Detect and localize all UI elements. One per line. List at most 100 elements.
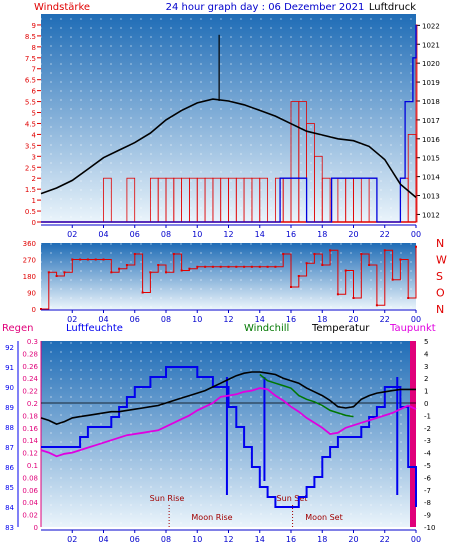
rain-tick-label: 0.22	[22, 388, 38, 396]
rain-tick-label: 0.04	[22, 499, 38, 507]
humidity-tick-label: 85	[5, 484, 14, 492]
legend-windchill: Windchill	[244, 323, 289, 334]
compass-label: N	[436, 237, 444, 250]
wind-direction-point	[71, 258, 74, 261]
wind-gust-series	[41, 24, 417, 223]
wind-direction-point	[133, 253, 136, 255]
wind-direction-point	[243, 265, 246, 268]
panel2-time-label: 06	[130, 315, 140, 324]
wind-direction-point	[204, 265, 207, 268]
panel2-time-label: 04	[98, 315, 108, 324]
compass-label: N	[436, 303, 444, 316]
temperature-tick-label: -10	[424, 524, 435, 532]
wind-direction-point	[94, 258, 97, 261]
wind-direction-point	[79, 258, 82, 261]
direction-tick-label: 180	[23, 273, 36, 281]
wind-direction-point	[235, 265, 238, 268]
panel1-time-label: 18	[317, 230, 327, 239]
direction-tick-label: 360	[23, 240, 36, 248]
event-moon-rise: Moon Rise	[191, 513, 232, 522]
panel1-time-label: 00	[411, 230, 421, 239]
compass-label: S	[436, 270, 443, 283]
rain-tick-label: 0.14	[22, 437, 38, 445]
pressure-tick-label: 1017	[422, 117, 440, 125]
wind-direction-point	[352, 297, 355, 299]
wind-direction-point	[336, 293, 339, 296]
wind-direction-point	[180, 269, 183, 272]
wind-direction-point	[274, 265, 277, 268]
wind-tick-label: 1	[32, 197, 36, 205]
rain-tick-label: 0.26	[22, 363, 38, 371]
wind-direction-point	[250, 265, 253, 268]
legend-humidity: Luftfeuchte	[66, 323, 123, 334]
wind-direction-point	[399, 258, 402, 261]
wind-direction-point	[266, 265, 269, 268]
wind-direction-point	[40, 308, 42, 310]
wind-direction-point	[344, 269, 347, 272]
temperature-tick-label: -2	[424, 425, 431, 433]
wind-direction-point	[227, 265, 230, 268]
wind-tick-label: 5	[32, 110, 36, 118]
humidity-tick-label: 86	[5, 464, 14, 472]
rain-tick-label: 0.16	[22, 425, 38, 433]
rain-tick-label: 0.2	[27, 400, 38, 408]
panel3-time-label: 22	[380, 535, 390, 544]
humidity-tick-label: 91	[5, 364, 14, 372]
panel2-time-label: 00	[411, 315, 421, 324]
panel1-time-label: 08	[161, 230, 171, 239]
wind-tick-label: 0	[32, 219, 36, 227]
wind-direction-point	[282, 253, 285, 255]
humidity-tick-label: 84	[5, 504, 14, 512]
wind-tick-label: 8.5	[25, 33, 36, 41]
humidity-tick-label: 92	[5, 344, 14, 352]
wind-direction-point	[102, 258, 105, 261]
rain-tick-label: 0	[34, 524, 38, 532]
temperature-series	[40, 371, 416, 425]
temperature-tick-label: 1	[424, 388, 428, 396]
humidity-tick-label: 88	[5, 424, 14, 432]
rain-tick-label: 0.3	[27, 338, 38, 346]
temperature-tick-label: -1	[424, 412, 431, 420]
header-title: 24 hour graph day : 06 Dezember 2021	[166, 2, 365, 13]
panel1-time-label: 22	[380, 230, 390, 239]
panel1-time-label: 10	[192, 230, 202, 239]
panel3-time-label: 18	[317, 535, 327, 544]
panel2-time-label: 20	[348, 315, 358, 324]
panel2-time-label: 18	[317, 315, 327, 324]
temperature-tick-label: 2	[424, 375, 428, 383]
temperature-tick-label: 4	[424, 350, 429, 358]
wind-direction-point	[329, 249, 332, 252]
legend-temperature: Temperatur	[311, 323, 370, 334]
wind-tick-label: 1.5	[25, 186, 36, 194]
humidity-tick-label: 83	[5, 524, 14, 532]
legend-dewpoint: Taupunkt	[389, 323, 436, 334]
panel3-time-label: 10	[192, 535, 202, 544]
compass-label: W	[436, 254, 447, 267]
panel3-time-label: 02	[67, 535, 77, 544]
event-sun-set: Sun Set	[277, 494, 308, 503]
panel3-time-label: 00	[411, 535, 421, 544]
wind-direction-point	[63, 271, 66, 274]
wind-tick-label: 6.5	[25, 77, 36, 85]
panel3-time-label: 16	[286, 535, 296, 544]
panel1-time-label: 20	[348, 230, 358, 239]
wind-tick-label: 0.5	[25, 208, 36, 216]
panel3-time-label: 04	[98, 535, 108, 544]
wind-tick-label: 7.5	[25, 55, 36, 63]
wind-direction-point	[321, 264, 324, 266]
wind-direction-point	[157, 264, 160, 266]
panel2-time-label: 10	[192, 315, 202, 324]
rain-tick-label: 0.18	[22, 412, 38, 420]
wind-direction-point	[47, 271, 50, 274]
rain-tick-label: 0.08	[22, 474, 38, 482]
direction-tick-label: 90	[27, 290, 36, 298]
humidity-tick-label: 87	[5, 444, 14, 452]
pressure-tick-label: 1012	[422, 211, 440, 219]
temperature-tick-label: -5	[424, 462, 431, 470]
panel2-time-label: 16	[286, 315, 296, 324]
temperature-tick-label: 0	[424, 400, 428, 408]
panel1-time-label: 12	[223, 230, 233, 239]
legend-rain: Regen	[2, 323, 34, 334]
wind-tick-label: 4.5	[25, 120, 36, 128]
panel2-time-label: 02	[67, 315, 77, 324]
